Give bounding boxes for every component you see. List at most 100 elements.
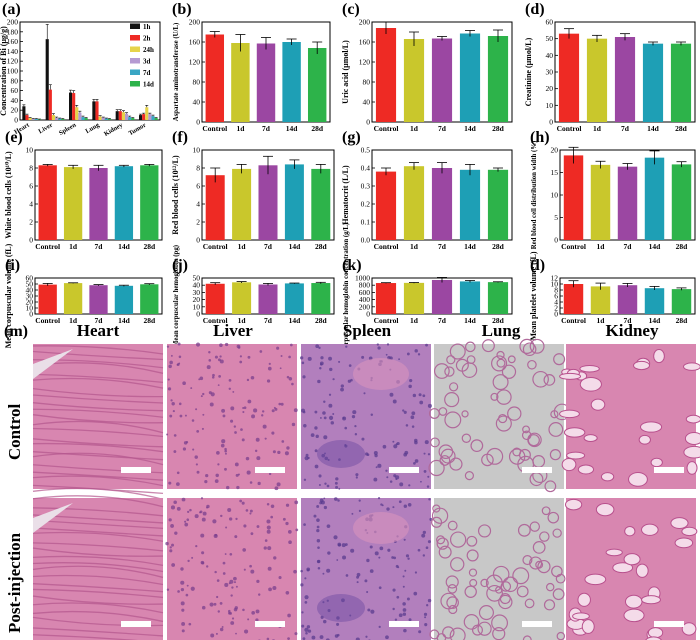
nucleus bbox=[210, 633, 215, 638]
muscle-fiber bbox=[32, 451, 164, 461]
nucleus bbox=[233, 581, 237, 584]
nucleus bbox=[200, 560, 205, 565]
chart-d: (d) 0 10 20 30 40 50 60 Creatinine (μmol/L) Contr… bbox=[524, 1, 696, 133]
nucleus bbox=[354, 433, 358, 436]
bar-k-1d bbox=[403, 282, 425, 314]
nucleus bbox=[374, 453, 378, 458]
tubule bbox=[650, 457, 663, 468]
alveolus bbox=[466, 549, 479, 562]
tubule bbox=[577, 592, 591, 607]
nucleus bbox=[255, 618, 259, 622]
alveolus bbox=[446, 355, 456, 365]
y-tick-label: 0 bbox=[366, 310, 370, 319]
alveolus bbox=[463, 614, 480, 630]
bar-a-3d-0 bbox=[31, 119, 35, 120]
y-tick-label: 20 bbox=[193, 295, 201, 304]
nucleus bbox=[169, 546, 172, 549]
legend-swatch-14d bbox=[130, 81, 140, 87]
nucleus bbox=[171, 543, 175, 547]
y-tick-label: 0.5 bbox=[361, 146, 371, 155]
nucleus bbox=[276, 346, 280, 350]
nucleus bbox=[402, 602, 406, 606]
x-tick-label: 7d bbox=[264, 316, 273, 325]
nucleus bbox=[405, 424, 409, 427]
nucleus bbox=[224, 449, 227, 453]
y-tick-label: 0 bbox=[29, 236, 33, 245]
nucleus bbox=[231, 586, 234, 589]
nucleus bbox=[414, 349, 418, 353]
nucleus bbox=[338, 458, 341, 461]
nucleus bbox=[303, 423, 307, 428]
x-tick-label: 7d bbox=[438, 124, 447, 133]
bar-a-3d-4 bbox=[125, 113, 129, 120]
nucleus bbox=[333, 535, 338, 540]
chart-g: (g) 0.0 0.1 0.2 0.3 0.4 0.5 Hematocrit (L/L) Con… bbox=[341, 129, 513, 251]
nucleus bbox=[412, 393, 417, 398]
organ-title-kidney: Kidney bbox=[606, 321, 659, 340]
nucleus bbox=[391, 556, 394, 559]
y-tick-label: 40 bbox=[11, 96, 19, 105]
alveolus bbox=[480, 578, 489, 588]
nucleus bbox=[263, 546, 267, 550]
nucleus bbox=[202, 413, 205, 416]
bar-f-28d bbox=[311, 168, 331, 240]
x-tick-label: 7d bbox=[624, 242, 633, 251]
nucleus bbox=[267, 366, 272, 371]
nucleus bbox=[344, 444, 347, 446]
bar-b-1d bbox=[231, 43, 250, 122]
y-tick-label: 0 bbox=[554, 310, 558, 319]
nucleus bbox=[224, 553, 227, 555]
bar-d-7d bbox=[614, 37, 636, 122]
tubule bbox=[624, 525, 636, 537]
y-tick-label: 120 bbox=[7, 57, 19, 66]
nucleus bbox=[402, 612, 407, 616]
x-tick-label: 28d bbox=[676, 242, 689, 251]
nucleus bbox=[369, 545, 373, 549]
muscle-fiber bbox=[32, 420, 164, 434]
muscle-fiber bbox=[32, 442, 164, 453]
panel-label-k: (k) bbox=[342, 257, 362, 274]
nucleus bbox=[399, 482, 404, 487]
y-tick-label: 0 bbox=[549, 118, 553, 127]
tubule bbox=[681, 526, 698, 537]
legend-label-1h: 1h bbox=[143, 23, 151, 31]
y-tick-label: 2 bbox=[196, 218, 200, 227]
nucleus bbox=[176, 482, 180, 486]
nucleus bbox=[206, 504, 210, 509]
bar-a-1h-1 bbox=[45, 39, 49, 120]
nucleus bbox=[338, 487, 341, 490]
nucleus bbox=[376, 343, 380, 346]
muscle-fiber bbox=[32, 350, 164, 361]
red-pulp bbox=[353, 358, 409, 390]
x-tick-label: Control bbox=[203, 316, 228, 325]
nucleus bbox=[186, 584, 189, 587]
nucleus bbox=[294, 500, 299, 505]
y-tick-label: 20 bbox=[551, 146, 559, 155]
alveolus bbox=[527, 359, 537, 370]
nucleus bbox=[336, 622, 340, 626]
y-tick-label: 200 bbox=[7, 18, 19, 27]
nucleus bbox=[217, 384, 220, 387]
nucleus bbox=[228, 387, 231, 390]
x-tick-label: 7d bbox=[262, 124, 271, 133]
nucleus bbox=[304, 595, 309, 600]
nucleus bbox=[256, 525, 260, 529]
nucleus bbox=[361, 437, 365, 441]
nucleus bbox=[318, 474, 322, 478]
nucleus bbox=[230, 594, 233, 597]
scale-bar bbox=[389, 467, 419, 473]
x-tick-label: 14d bbox=[289, 242, 302, 251]
alveolus bbox=[529, 556, 543, 570]
nucleus bbox=[419, 400, 424, 405]
nucleus bbox=[274, 486, 279, 491]
y-tick-label: 60 bbox=[26, 274, 34, 283]
nucleus bbox=[406, 352, 410, 356]
tubule bbox=[595, 503, 615, 517]
nucleus bbox=[189, 508, 192, 512]
nucleus bbox=[250, 375, 255, 380]
nucleus bbox=[278, 576, 282, 580]
histology-tile-post-injection-kidney bbox=[565, 498, 698, 640]
y-tick-label: 6 bbox=[196, 182, 200, 191]
nucleus bbox=[427, 475, 430, 478]
